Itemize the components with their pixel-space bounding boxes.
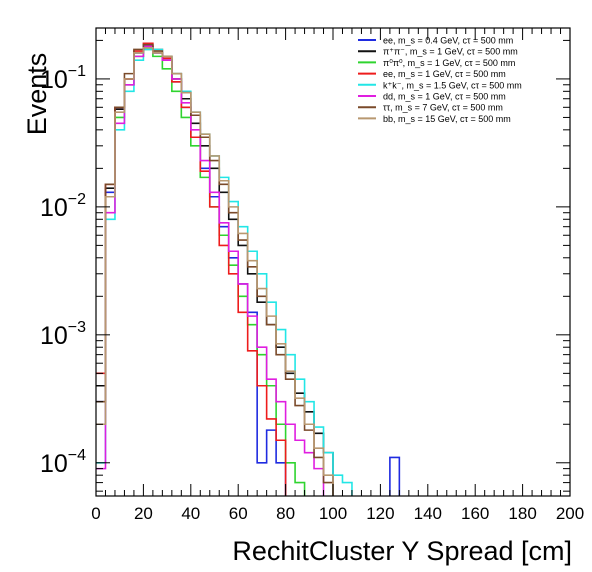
legend-entry: ττ, m_s = 7 GeV, cτ = 500 mm bbox=[383, 103, 503, 113]
legend-entry: ee, m_s = 1 GeV, cτ = 500 mm bbox=[383, 69, 506, 79]
y-tick-label: 10−4 bbox=[40, 447, 86, 478]
x-tick-label: 0 bbox=[91, 504, 100, 523]
legend-entry: bb, m_s = 15 GeV, cτ = 500 mm bbox=[383, 114, 511, 124]
x-tick-label: 180 bbox=[508, 504, 536, 523]
y-axis-label: Events bbox=[22, 53, 52, 136]
series-line bbox=[96, 42, 287, 496]
x-tick-label: 40 bbox=[181, 504, 200, 523]
y-tick-label: 10−2 bbox=[40, 191, 86, 222]
legend-entry: k⁺k⁻, m_s = 1.5 GeV, cτ = 500 mm bbox=[383, 80, 522, 90]
x-tick-label: 80 bbox=[276, 504, 295, 523]
x-axis: 0 20 40 60 80 100 120 140 160 180 200 bbox=[91, 28, 584, 523]
y-tick-label: 10−1 bbox=[40, 63, 86, 94]
x-axis-label: RechitCluster Y Spread [cm] bbox=[232, 536, 572, 566]
y-axis: 10−4 10−3 10−2 10−1 bbox=[40, 39, 570, 492]
x-tick-label: 200 bbox=[556, 504, 584, 523]
y-tick-label: 10−3 bbox=[40, 319, 86, 350]
legend-entry: π⁰π⁰, m_s = 1 GeV, cτ = 500 mm bbox=[383, 58, 515, 68]
x-tick-label: 20 bbox=[134, 504, 153, 523]
x-tick-label: 140 bbox=[414, 504, 442, 523]
series-line bbox=[96, 47, 334, 496]
legend-entry: π⁺π⁻, m_s = 1 GeV, cτ = 500 mm bbox=[383, 47, 518, 57]
legend: ee, m_s = 0.4 GeV, cτ = 500 mmπ⁺π⁻, m_s … bbox=[358, 36, 522, 124]
x-tick-label: 60 bbox=[229, 504, 248, 523]
series-group bbox=[96, 42, 401, 496]
legend-entry: ee, m_s = 0.4 GeV, cτ = 500 mm bbox=[383, 36, 513, 46]
x-tick-label: 160 bbox=[461, 504, 489, 523]
x-tick-label: 120 bbox=[366, 504, 394, 523]
legend-entry: dd, m_s = 1 GeV, cτ = 500 mm bbox=[383, 92, 506, 102]
x-tick-label: 100 bbox=[319, 504, 347, 523]
